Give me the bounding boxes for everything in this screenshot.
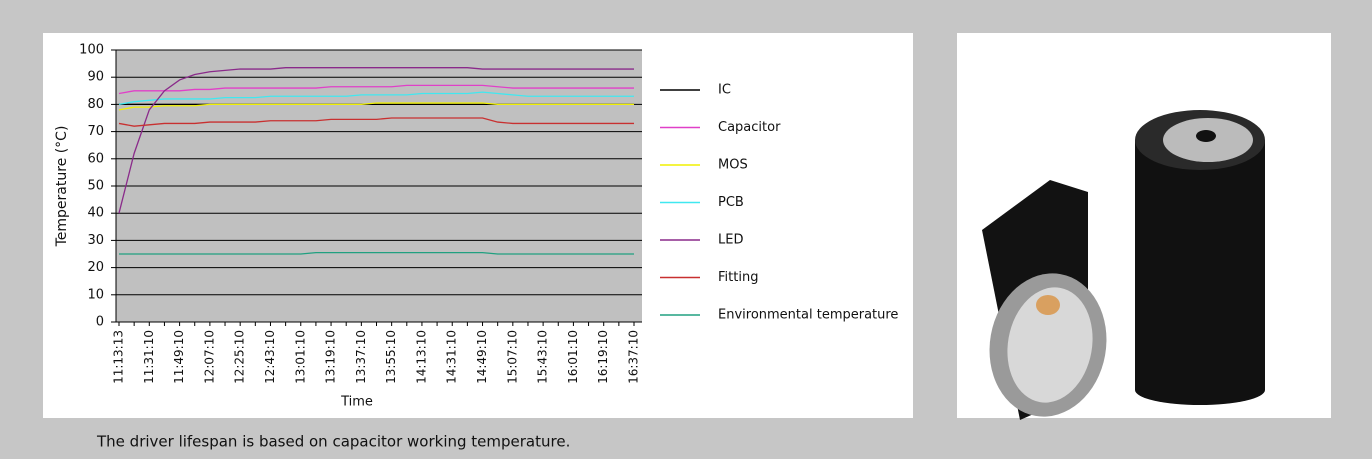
x-tick-label: 14:49:10 [475, 330, 489, 384]
caption: The driver lifespan is based on capacito… [96, 433, 570, 451]
x-tick-label: 16:19:10 [596, 330, 610, 384]
y-axis-label: Temperature (°C) [54, 126, 70, 248]
legend-label: PCB [718, 195, 744, 210]
y-tick-label: 40 [87, 206, 104, 221]
x-tick-label: 11:13:13 [112, 330, 126, 384]
legend-label: Fitting [718, 270, 758, 285]
y-tick-label: 20 [87, 260, 104, 275]
cylinder-hole [1196, 130, 1216, 142]
legend-label: IC [718, 83, 731, 98]
x-tick-label: 13:19:10 [324, 330, 338, 384]
y-tick-label: 10 [87, 287, 104, 302]
led-chip [1036, 295, 1060, 315]
product-photo [957, 33, 1331, 426]
x-tick-label: 13:55:10 [384, 330, 398, 384]
x-tick-label: 16:01:10 [566, 330, 580, 384]
x-axis-label: Time [340, 395, 373, 410]
x-tick-label: 14:13:10 [414, 330, 428, 384]
y-tick-label: 0 [96, 315, 104, 330]
y-tick-label: 100 [79, 43, 104, 58]
x-tick-label: 15:07:10 [505, 330, 519, 384]
x-tick-label: 12:25:10 [233, 330, 247, 384]
x-tick-label: 11:49:10 [172, 330, 186, 384]
x-tick-label: 15:43:10 [536, 330, 550, 384]
x-tick-label: 16:37:10 [627, 330, 641, 384]
x-tick-label: 12:07:10 [202, 330, 216, 384]
legend-label: Capacitor [718, 120, 781, 135]
legend-label: MOS [718, 158, 748, 173]
y-tick-label: 70 [87, 124, 104, 139]
y-tick-label: 30 [87, 233, 104, 248]
y-tick-label: 90 [87, 70, 104, 85]
legend-label: LED [718, 233, 743, 248]
x-tick-label: 12:43:10 [263, 330, 277, 384]
legend-label: Environmental temperature [718, 308, 898, 323]
x-tick-label: 13:37:10 [354, 330, 368, 384]
y-tick-label: 60 [87, 151, 104, 166]
x-tick-label: 11:31:10 [142, 330, 156, 384]
x-tick-label: 13:01:10 [293, 330, 307, 384]
y-tick-label: 50 [87, 179, 104, 194]
cylinder-body [1135, 140, 1265, 405]
page: Temperature (°C) Time The driver lifespa… [0, 0, 1372, 459]
x-tick-label: 14:31:10 [445, 330, 459, 384]
y-tick-label: 80 [87, 97, 104, 112]
